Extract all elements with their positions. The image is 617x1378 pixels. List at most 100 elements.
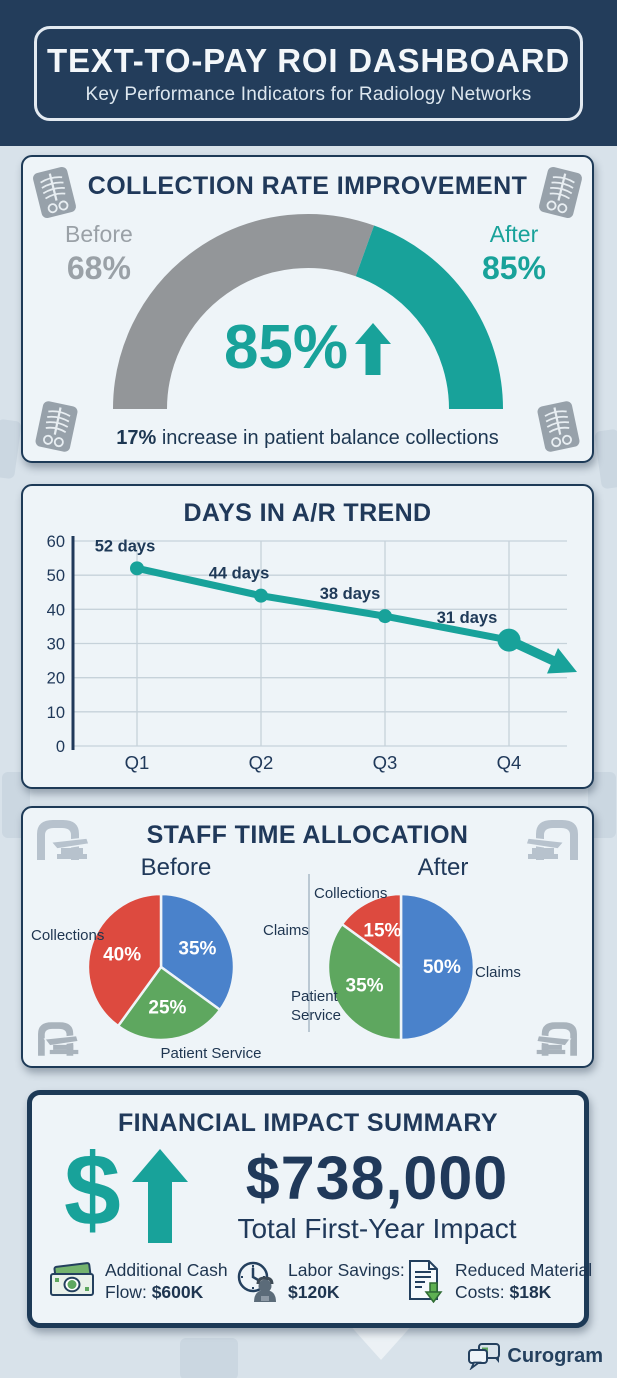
background-watermark [594,428,617,490]
y-tick-label: 30 [47,636,65,654]
pie-slice-patient-service [116,965,222,1042]
financial-items-row: Additional Cash Flow: $600K Labor Saving… [48,1259,592,1304]
ct-scanner-icon [535,1022,577,1056]
pie-divider [308,874,310,1032]
clock-person-icon [237,1262,276,1303]
pie-label-patient-service: Patient Service [291,988,342,1024]
up-arrow-icon [132,1149,188,1243]
x-category-label: Q4 [497,752,522,773]
total-impact-value: $738,000 [245,1144,509,1212]
gauge-caption-text: increase in patient balance collections [156,427,499,449]
pie-label-collections: Collections [31,927,105,944]
item-value: $120K [288,1282,340,1303]
xray-film-icon [539,166,582,219]
ct-scanner-icon [525,820,578,860]
ar-trend-card: DAYS IN A/R TREND 0 10 20 30 40 50 60 Q1 Q2 Q3 Q4 5… [21,484,594,789]
pie-chart-before: 35% 25% 40% [86,892,236,1042]
gauge-caption: 17% increase in patient balance collecti… [23,427,592,450]
ar-trend-title: DAYS IN A/R TREND [183,499,432,527]
gauge-before-value: 68% [66,250,131,286]
financial-item-labor-savings: Labor Savings: $120K [235,1259,406,1304]
background-watermark [347,1322,415,1360]
item-label: Additional Cash Flow: [105,1260,228,1303]
item-label: Reduced Material Costs: [455,1260,593,1303]
point-label: 52 days [95,537,156,555]
document-down-icon [409,1260,443,1304]
gauge-center-value: 85% [23,317,592,379]
pie-label-patient-service: Patient Service [160,1045,262,1062]
y-tick-label: 50 [47,567,65,585]
gauge-center-text: 85% [223,313,349,382]
gauge-before-block: Before 68% [65,221,133,287]
gauge-after-label: After [489,221,539,247]
xray-film-icon [35,401,78,452]
chat-bubbles-icon [468,1343,501,1370]
data-point [254,588,268,603]
page-subtitle: Key Performance Indicators for Radiology… [85,83,532,105]
cash-icon [50,1262,94,1297]
xray-film-icon [33,166,76,219]
pie-slice-collections [340,892,403,969]
gauge-after-block: After 85% [482,221,546,287]
xray-film-icon [537,401,580,452]
arrow-head-icon [547,648,577,674]
pie-slice-collections [86,892,163,1028]
pie-slice-patient-service [326,922,403,1042]
data-point [378,609,392,624]
item-value: $600K [151,1282,204,1303]
y-tick-label: 40 [47,601,65,619]
dollar-sign: $ [64,1133,121,1247]
x-category-label: Q3 [373,752,398,773]
pie-chart-after: 50% 35% 15% [326,892,476,1042]
financial-item-text: Labor Savings: $120K [288,1259,406,1304]
y-tick-label: 20 [47,670,65,688]
point-label: 31 days [437,609,498,627]
pie-label-collections: Collections [314,885,388,902]
pie-after-heading: After [417,854,469,881]
financial-item-cash-flow: Additional Cash Flow: $600K [48,1259,235,1304]
y-tick-label: 0 [56,738,65,756]
brand-footer: Curogram [466,1342,603,1370]
point-label: 44 days [209,565,270,583]
pie-before-heading: Before [140,854,212,881]
gauge-before-label: Before [65,221,133,247]
gauge-arc-after [354,225,503,410]
pie-label-claims: Claims [263,922,309,939]
gauge-caption-bold: 17% [116,427,157,449]
pie-label-claims: Claims [475,964,521,981]
collection-rate-card: COLLECTION RATE IMPROVEMENT Before 68% A… [21,155,594,463]
item-value: $18K [509,1282,552,1303]
gauge-after-value: 85% [481,250,546,286]
y-tick-label: 60 [47,533,65,551]
y-tick-label: 10 [47,704,65,722]
page-title: TEXT-TO-PAY ROI DASHBOARD [46,41,570,79]
data-point [497,628,521,652]
up-arrow-icon [355,323,392,375]
total-impact-label: Total First-Year Impact [237,1213,517,1244]
line-chart: 0 10 20 30 40 50 60 Q1 Q2 Q3 Q4 52 days 44 days 38 da… [47,533,577,773]
financial-item-text: Reduced Material Costs: $18K [455,1259,597,1304]
gauge-chart [112,214,503,410]
ct-scanner-icon [38,1022,80,1056]
pie-slice-percent: 35% [346,976,384,997]
background-watermark [180,1338,238,1378]
pie-slice-claims [399,892,476,1042]
data-point [130,561,144,576]
pie-slice-percent: 50% [423,957,461,978]
pie-slice-percent: 35% [178,938,216,959]
x-category-label: Q1 [125,752,150,773]
point-label: 38 days [320,585,381,603]
trend-line [133,564,513,644]
financial-title: FINANCIAL IMPACT SUMMARY [118,1109,498,1137]
header-band: TEXT-TO-PAY ROI DASHBOARD Key Performanc… [0,0,617,146]
collection-rate-title: COLLECTION RATE IMPROVEMENT [87,172,528,200]
background-watermark [0,418,22,480]
ct-scanner-icon [37,820,90,860]
item-label: Labor Savings: [288,1260,405,1280]
pie-slice-percent: 15% [363,921,401,942]
header-title-box: TEXT-TO-PAY ROI DASHBOARD Key Performanc… [34,26,583,121]
staff-allocation-card: STAFF TIME ALLOCATION Before After 35% 25… [21,806,594,1068]
pie-slice-percent: 40% [103,944,141,965]
financial-item-material-costs: Reduced Material Costs: $18K [406,1259,597,1304]
